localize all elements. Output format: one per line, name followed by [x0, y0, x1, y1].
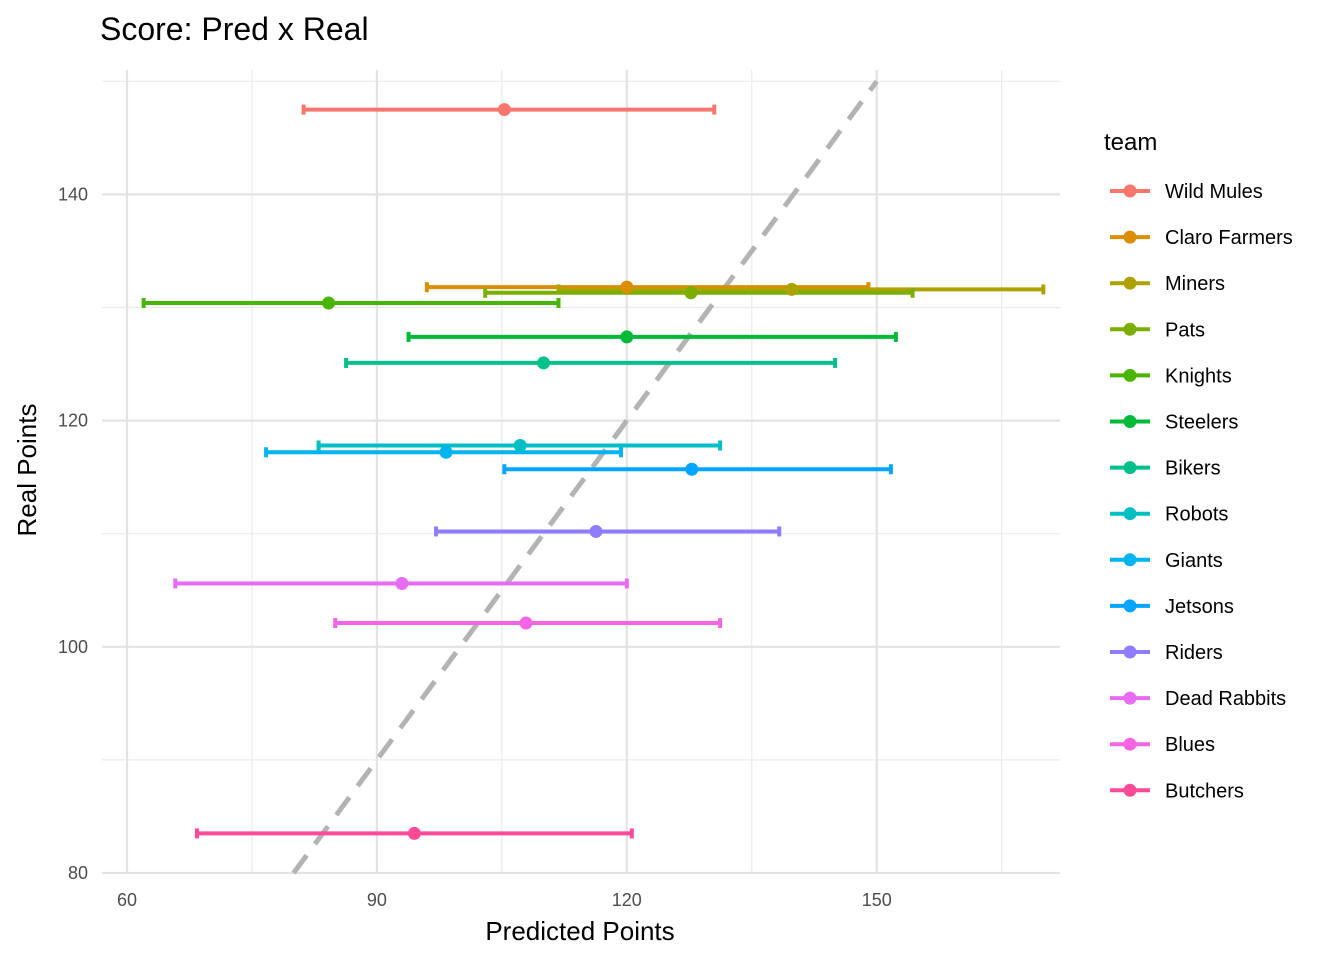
data-point — [785, 282, 799, 296]
y-tick-label: 80 — [68, 863, 88, 883]
legend-label: Steelers — [1165, 412, 1238, 434]
legend-item: Miners — [1110, 273, 1225, 295]
legend-key-point — [1123, 415, 1137, 428]
legend-key-point — [1123, 184, 1137, 198]
y-tick-label: 140 — [58, 184, 88, 204]
legend-item: Bikers — [1110, 458, 1221, 480]
data-point — [439, 445, 453, 459]
legend-item: Knights — [1110, 365, 1232, 387]
error-bars — [141, 104, 1046, 839]
x-tick-label: 150 — [862, 890, 892, 910]
legend-label: Bikers — [1165, 458, 1221, 480]
minor-grid — [102, 70, 1060, 873]
legend-item: Pats — [1110, 319, 1205, 341]
reference-line-path — [291, 79, 879, 875]
legend-item: Blues — [1110, 734, 1215, 756]
reference-line — [291, 79, 879, 875]
data-point — [513, 438, 527, 452]
legend-title: team — [1104, 129, 1157, 156]
data-point — [620, 280, 634, 294]
y-tick-label: 100 — [58, 637, 88, 657]
data-point — [589, 524, 603, 538]
legend-key-point — [1123, 691, 1137, 705]
data-points — [322, 103, 799, 840]
legend-label: Dead Rabbits — [1165, 688, 1286, 710]
legend-label: Claro Farmers — [1165, 227, 1293, 249]
legend-label: Blues — [1165, 734, 1215, 756]
data-point — [395, 576, 409, 590]
legend-item: Giants — [1110, 550, 1223, 572]
legend-label: Riders — [1165, 642, 1223, 664]
errorbar — [483, 287, 915, 298]
legend-item: Dead Rabbits — [1110, 688, 1286, 710]
data-point — [322, 296, 336, 310]
legend-items: Wild Mules Claro Farmers Miners Pats Knights… — [1110, 181, 1293, 802]
x-tick-label: 120 — [612, 890, 642, 910]
errorbar — [141, 297, 561, 308]
chart-title: Score: Pred x Real — [100, 11, 369, 47]
legend-key-point — [1123, 737, 1137, 751]
legend-label: Jetsons — [1165, 596, 1234, 618]
errorbar — [344, 357, 838, 368]
legend-label: Butchers — [1165, 780, 1244, 802]
data-point — [684, 286, 698, 300]
legend-key-point — [1123, 230, 1137, 244]
legend-key-point — [1123, 645, 1137, 659]
legend-label: Robots — [1165, 504, 1228, 526]
data-point — [497, 103, 511, 117]
legend-label: Giants — [1165, 550, 1223, 572]
x-axis-title: Predicted Points — [485, 916, 674, 946]
data-point — [537, 356, 551, 370]
data-point — [685, 462, 699, 476]
x-tick-label: 60 — [117, 890, 137, 910]
data-point — [407, 826, 421, 840]
legend-key-point — [1123, 507, 1137, 521]
legend: team Wild Mules Claro Farmers Miners Pats Kn… — [1104, 129, 1293, 802]
legend-key-point — [1123, 368, 1137, 382]
y-axis-title: Real Points — [12, 404, 42, 537]
x-tick-labels: 60 90 120 150 — [117, 890, 892, 910]
legend-key-point — [1123, 783, 1137, 797]
data-point — [519, 616, 533, 630]
legend-label: Wild Mules — [1165, 181, 1263, 203]
legend-item: Claro Farmers — [1110, 227, 1293, 249]
errorbar — [434, 526, 782, 537]
x-tick-label: 90 — [367, 890, 387, 910]
data-point — [620, 330, 634, 344]
legend-item: Jetsons — [1110, 596, 1234, 618]
legend-item: Steelers — [1110, 412, 1238, 434]
y-tick-labels: 80 100 120 140 — [58, 184, 88, 883]
legend-label: Knights — [1165, 365, 1232, 387]
legend-item: Riders — [1110, 642, 1223, 664]
legend-item: Butchers — [1110, 780, 1244, 802]
errorbar — [406, 331, 898, 342]
legend-label: Pats — [1165, 319, 1205, 341]
y-tick-label: 120 — [58, 411, 88, 431]
legend-item: Robots — [1110, 504, 1228, 526]
legend-label: Miners — [1165, 273, 1225, 295]
legend-item: Wild Mules — [1110, 181, 1263, 203]
legend-key-point — [1123, 322, 1137, 336]
legend-key-point — [1123, 276, 1137, 290]
major-grid — [102, 70, 1060, 875]
legend-key-point — [1123, 599, 1137, 613]
legend-key-point — [1123, 461, 1137, 475]
legend-key-point — [1123, 553, 1137, 567]
